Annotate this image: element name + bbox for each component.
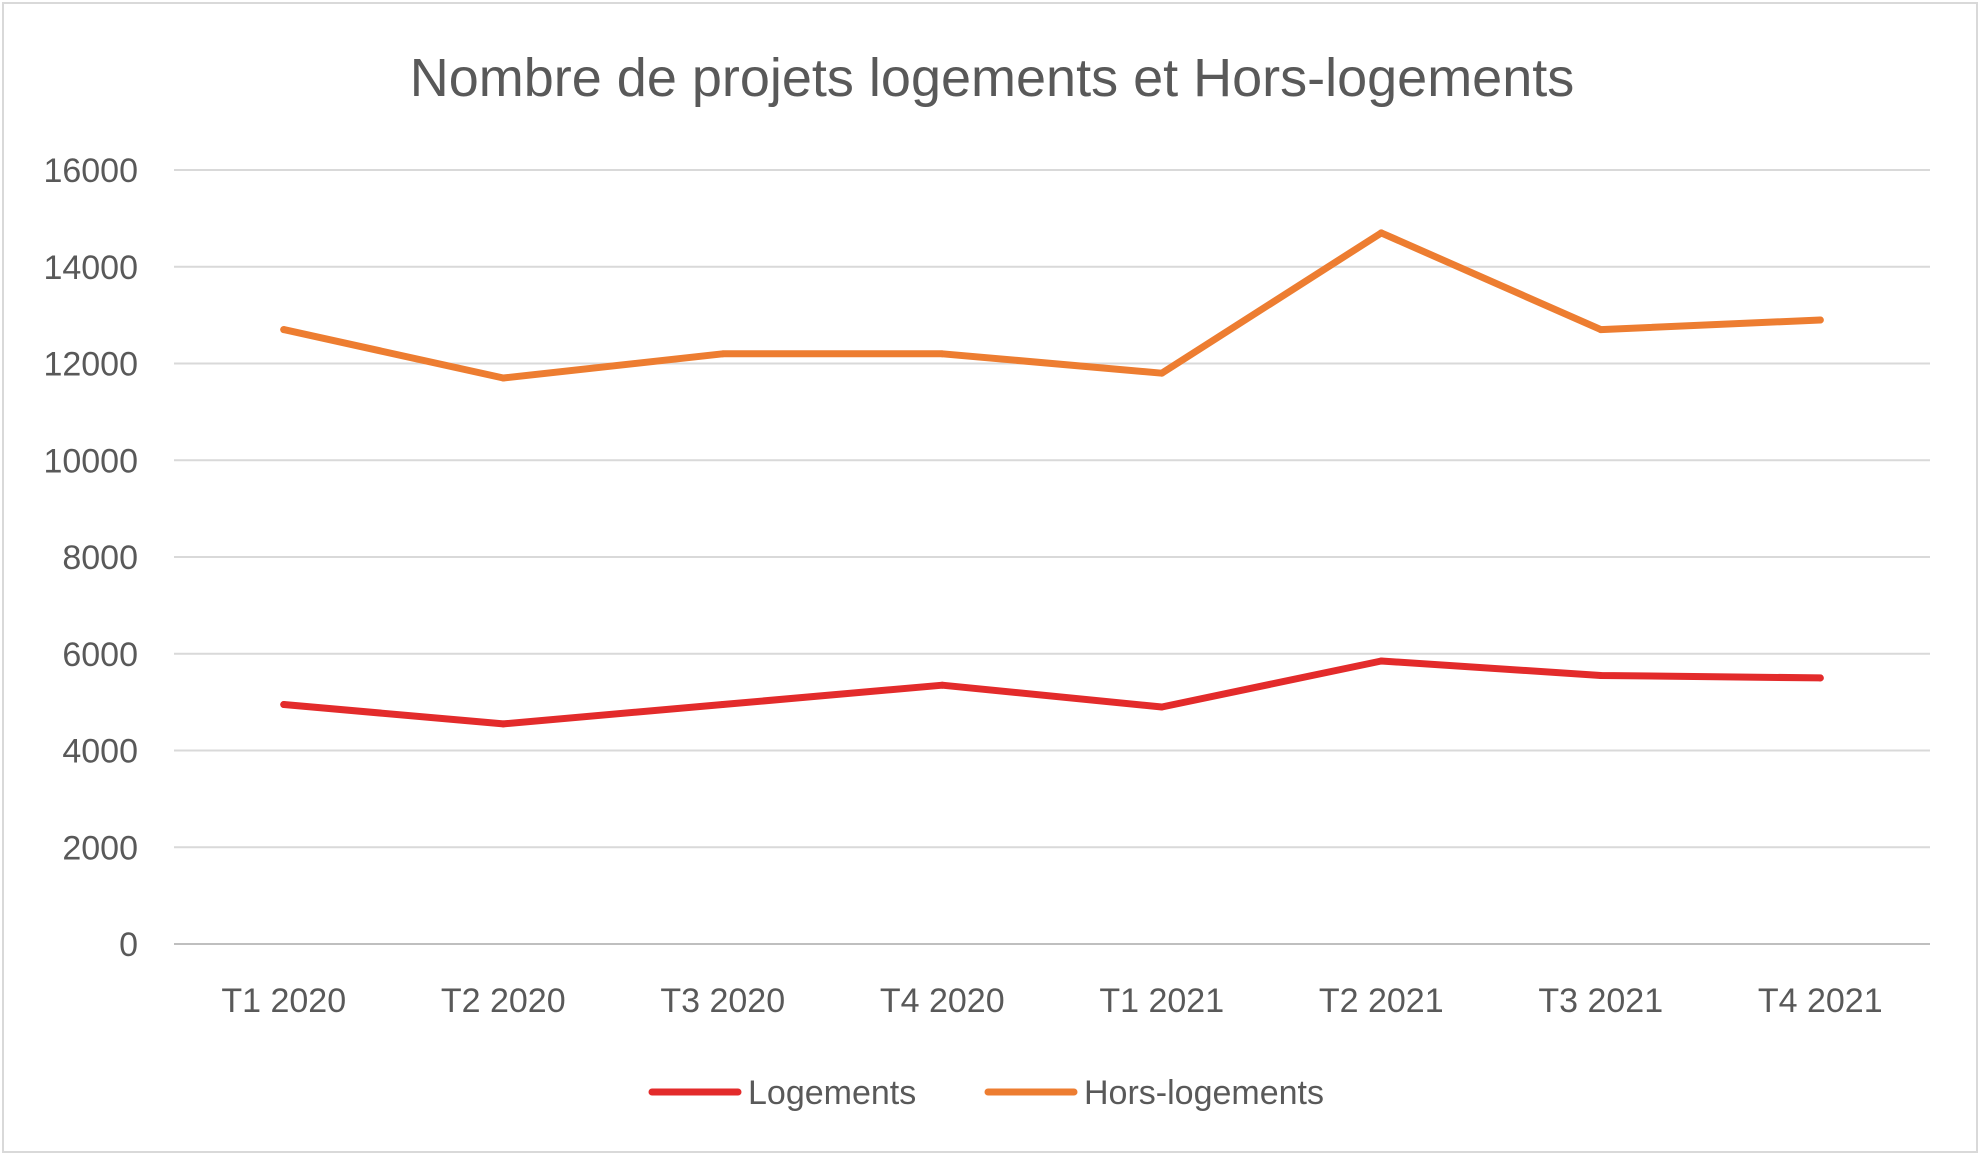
x-tick-label: T3 2021 (1538, 982, 1663, 1020)
data-point (719, 701, 727, 709)
y-tick-label: 2000 (62, 829, 138, 867)
series-lines (280, 229, 1824, 728)
data-point (1597, 672, 1605, 680)
y-axis-ticks: 0 2000 4000 6000 8000 10000 12000 14000 16000 (43, 152, 138, 964)
x-axis-ticks: T1 2020 T2 2020 T3 2020 T4 2020 T1 2021 T2 20… (221, 982, 1882, 1020)
chart-title: Nombre de projets logements et Hors-loge… (410, 48, 1575, 108)
data-point (280, 326, 288, 334)
y-tick-label: 14000 (43, 249, 138, 287)
x-tick-label: T2 2021 (1319, 982, 1444, 1020)
data-point (1158, 369, 1166, 377)
x-tick-label: T3 2020 (660, 982, 785, 1020)
data-point (719, 350, 727, 358)
x-tick-label: T4 2020 (880, 982, 1005, 1020)
data-point (938, 350, 946, 358)
data-point (1816, 674, 1824, 682)
x-tick-label: T1 2021 (1099, 982, 1224, 1020)
data-point (1377, 657, 1385, 665)
y-tick-label: 12000 (43, 346, 138, 384)
data-point (1377, 229, 1385, 237)
gridlines (174, 169, 1930, 945)
line-chart: Nombre de projets logements et Hors-loge… (43, 48, 1930, 1112)
y-tick-label: 16000 (43, 152, 138, 190)
data-point (1597, 326, 1605, 334)
series-line-hors-logements (280, 229, 1824, 382)
legend-label: Hors-logements (1084, 1074, 1324, 1112)
data-point (1816, 316, 1824, 324)
y-tick-label: 4000 (62, 733, 138, 771)
x-tick-label: T4 2021 (1758, 982, 1883, 1020)
y-tick-label: 8000 (62, 539, 138, 577)
legend: Logements Hors-logements (648, 1074, 1324, 1112)
data-point (938, 681, 946, 689)
x-tick-label: T1 2020 (221, 982, 346, 1020)
data-point (499, 720, 507, 728)
series-line-logements (280, 657, 1824, 728)
data-point (499, 374, 507, 382)
legend-label: Logements (748, 1074, 916, 1112)
y-tick-label: 6000 (62, 636, 138, 674)
x-tick-label: T2 2020 (441, 982, 566, 1020)
data-point (1158, 703, 1166, 711)
data-point (280, 701, 288, 709)
y-tick-label: 0 (119, 926, 138, 964)
y-tick-label: 10000 (43, 442, 138, 480)
